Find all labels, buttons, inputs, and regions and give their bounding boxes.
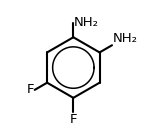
- Text: F: F: [70, 113, 77, 126]
- Text: F: F: [26, 83, 34, 96]
- Text: NH₂: NH₂: [113, 32, 138, 45]
- Text: NH₂: NH₂: [74, 16, 99, 29]
